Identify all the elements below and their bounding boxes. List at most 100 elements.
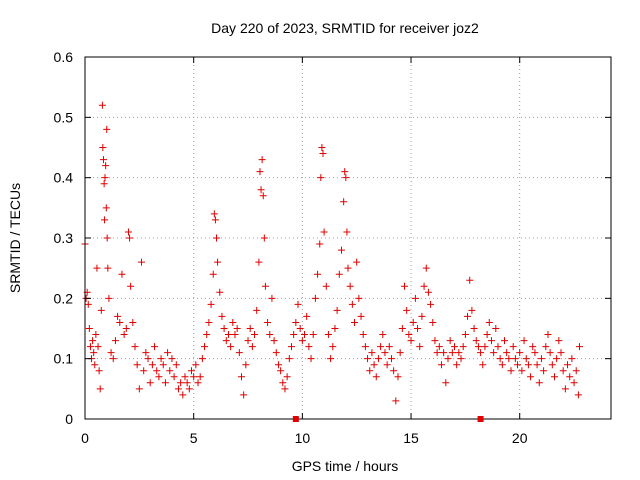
data-point [333, 306, 341, 314]
data-point [303, 312, 311, 320]
data-point [398, 325, 406, 332]
data-point [118, 270, 126, 278]
data-point [179, 391, 187, 399]
data-point [168, 355, 176, 363]
data-point [540, 367, 548, 375]
axis-ticks [84, 56, 611, 420]
y-tick-label: 0.2 [54, 290, 74, 306]
data-point [256, 168, 264, 176]
data-point [103, 234, 111, 242]
data-point [403, 306, 411, 314]
data-point [427, 300, 435, 308]
data-point [422, 264, 430, 272]
data-point [561, 385, 569, 393]
data-point [535, 379, 543, 387]
data-point [120, 331, 128, 339]
data-point [357, 312, 365, 320]
data-point [575, 343, 583, 351]
data-point [220, 325, 228, 332]
data-point [102, 204, 110, 212]
data-point [114, 312, 122, 320]
data-point [196, 373, 204, 381]
data-point [146, 379, 154, 387]
data-point [407, 337, 415, 345]
data-point [224, 331, 232, 339]
x-axis-label: GPS time / hours [292, 458, 399, 474]
y-tick-label: 0 [65, 411, 73, 427]
data-point [177, 379, 185, 387]
data-point [537, 355, 545, 363]
data-point [379, 331, 387, 339]
data-point [348, 300, 356, 308]
data-point [451, 343, 459, 351]
data-point [301, 331, 309, 339]
data-point [142, 349, 150, 357]
y-tick-label: 0.4 [54, 170, 74, 186]
data-point [257, 186, 265, 194]
data-point [366, 367, 374, 375]
data-point [396, 349, 404, 357]
data-point [166, 367, 174, 375]
data-point [95, 367, 103, 375]
data-point [181, 373, 189, 381]
data-point [99, 144, 107, 151]
data-point [446, 337, 454, 345]
data-point [514, 361, 522, 369]
data-point [91, 361, 99, 369]
data-point [385, 343, 393, 351]
data-point [437, 361, 445, 369]
data-point [381, 349, 389, 357]
data-point [529, 343, 537, 351]
y-tick-label: 0.3 [54, 230, 74, 246]
data-point [99, 156, 107, 164]
data-point [477, 349, 485, 357]
data-point [487, 337, 495, 345]
x-tick-label: 5 [190, 430, 198, 446]
chart-title: Day 220 of 2023, SRMTID for receiver joz… [211, 20, 479, 36]
data-point [144, 355, 152, 363]
data-point [242, 361, 250, 369]
data-point [351, 318, 359, 326]
data-point [305, 343, 313, 351]
data-point [159, 361, 167, 369]
data-point [479, 361, 487, 369]
data-point [327, 355, 335, 363]
data-point [192, 361, 200, 369]
data-point [298, 337, 306, 345]
y-axis-label: SRMTID / TECUs [7, 183, 23, 293]
data-point [246, 325, 254, 332]
data-point [93, 264, 101, 272]
data-point [214, 258, 222, 266]
data-point [283, 373, 291, 381]
data-point [294, 300, 302, 308]
data-point [444, 355, 452, 363]
data-point [459, 343, 467, 351]
data-point [261, 282, 269, 290]
y-tick-label: 0.5 [54, 109, 74, 125]
data-point [218, 312, 226, 320]
data-point [568, 355, 576, 363]
data-point [89, 337, 97, 345]
data-point [411, 294, 419, 302]
data-point [133, 361, 141, 369]
data-point [431, 337, 439, 345]
data-point [557, 349, 565, 357]
data-point [235, 349, 243, 357]
data-point [516, 349, 524, 357]
data-point [260, 234, 268, 242]
data-point [307, 355, 315, 363]
data-point [374, 355, 382, 363]
data-point [319, 150, 327, 158]
data-point [509, 343, 517, 351]
data-point [107, 349, 115, 357]
data-point [527, 373, 535, 381]
data-point [188, 367, 196, 375]
data-point [572, 367, 580, 375]
x-tick-labels: 0 5 10 15 20 [81, 430, 528, 446]
data-point [324, 331, 332, 339]
y-tick-label: 0.1 [54, 351, 74, 367]
data-point [414, 325, 422, 332]
data-point [392, 397, 400, 405]
data-point [194, 379, 202, 387]
data-point [155, 373, 163, 381]
